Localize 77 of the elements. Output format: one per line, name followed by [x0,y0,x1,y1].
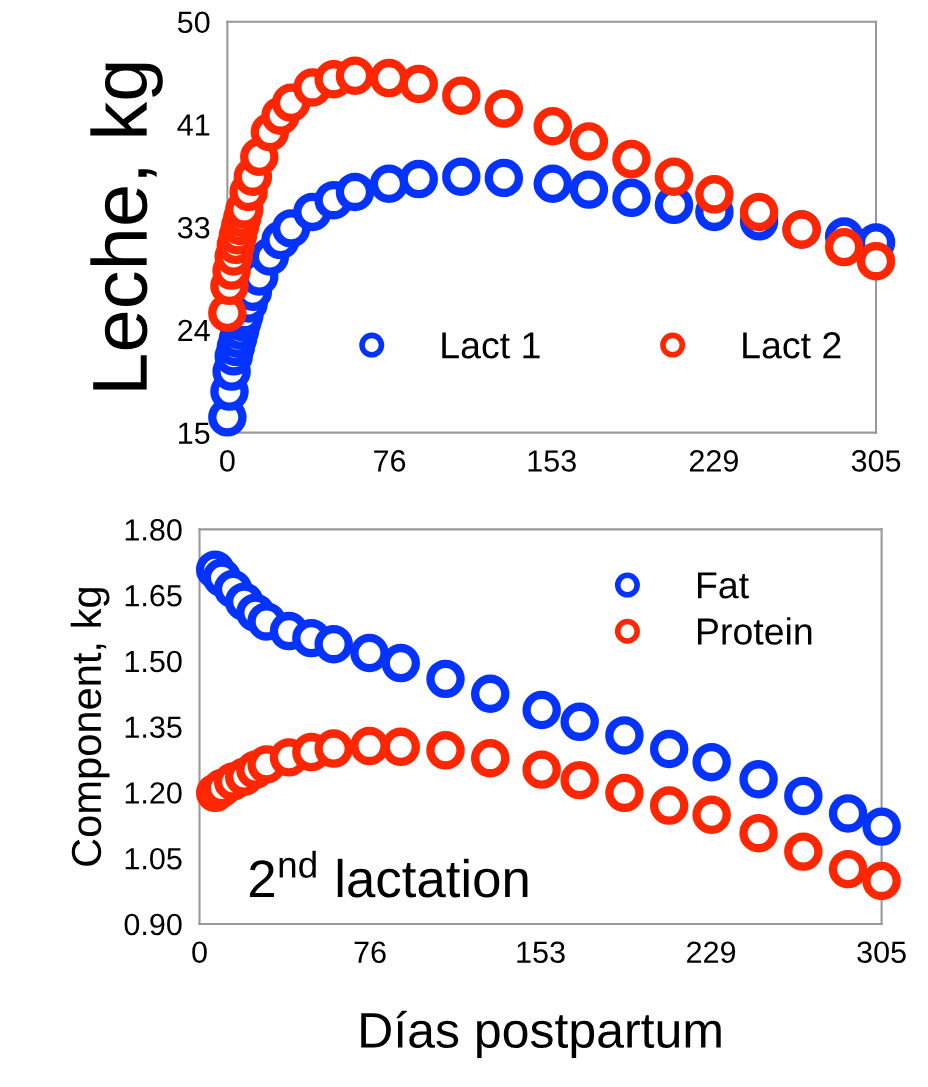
y-tick-label: 33 [177,216,210,239]
x-tick-label: 229 [687,941,736,964]
y-tick-label: 15 [179,422,210,444]
y-tick-label: 1.35 [125,716,182,739]
point [739,813,778,853]
point [862,807,901,846]
point [692,795,731,835]
point [695,175,734,214]
point [654,157,694,196]
point [350,633,389,673]
point [784,832,823,871]
legend-label: Lact 2 [743,332,841,359]
point [369,58,409,98]
point [856,242,896,281]
point [649,729,689,769]
x-tick-label: 305 [857,941,906,964]
point [739,760,778,799]
point [522,690,561,730]
point [442,157,481,196]
y-axis-title: Component, kg [70,588,110,866]
x-tick-label: 0 [192,941,207,964]
point [560,760,599,800]
point [649,786,689,825]
y-tick-label: 1.20 [125,782,182,804]
point [381,727,421,767]
y-tick-label: 24 [178,319,210,341]
point [739,192,779,232]
y-tick-label: 0.90 [124,913,182,936]
x-tick-label: 76 [354,941,386,964]
point [381,643,421,683]
y-tick-label: 1.50 [125,650,182,673]
y-axis-title: Leche, kg [90,63,163,390]
x-tick-label: 305 [851,450,901,472]
legend-label: Lact 1 [442,332,540,359]
x-tick-label: 76 [374,450,406,472]
legend-label: Fat [698,572,749,599]
point [612,178,651,218]
x-axis-title: Días postpartum [361,1010,721,1058]
y-tick-label: 1.80 [125,519,182,541]
y-tick-label: 1.05 [125,847,182,870]
point [828,849,868,889]
point [471,674,510,713]
point [560,702,599,742]
point [335,172,375,212]
point [426,731,465,770]
point [399,159,438,199]
point [784,776,823,816]
x-tick-label: 229 [689,450,738,472]
y-tick-label: 1.65 [125,584,182,607]
point [692,742,731,782]
y-tick-label: 50 [177,11,210,34]
point [426,659,465,699]
point [862,861,901,901]
point [314,625,353,664]
point [471,739,510,778]
point [533,164,572,203]
legend-label: Protein [698,617,812,645]
point [569,122,609,161]
point [828,794,868,833]
point [335,56,375,95]
point [484,158,524,198]
x-tick-label: 153 [528,450,576,472]
point [569,170,609,209]
point [605,716,644,755]
y-tick-label: 41 [177,114,210,136]
point [522,750,561,789]
point [605,773,644,813]
point [399,64,438,104]
x-tick-label: 153 [517,941,565,964]
point [533,107,572,146]
point [612,139,651,179]
point [484,89,524,128]
point [824,227,864,267]
point [442,76,481,115]
x-tick-label: 0 [220,450,235,472]
annotation: 2$^{nd}$ lactation [249,850,528,898]
point [314,729,353,768]
